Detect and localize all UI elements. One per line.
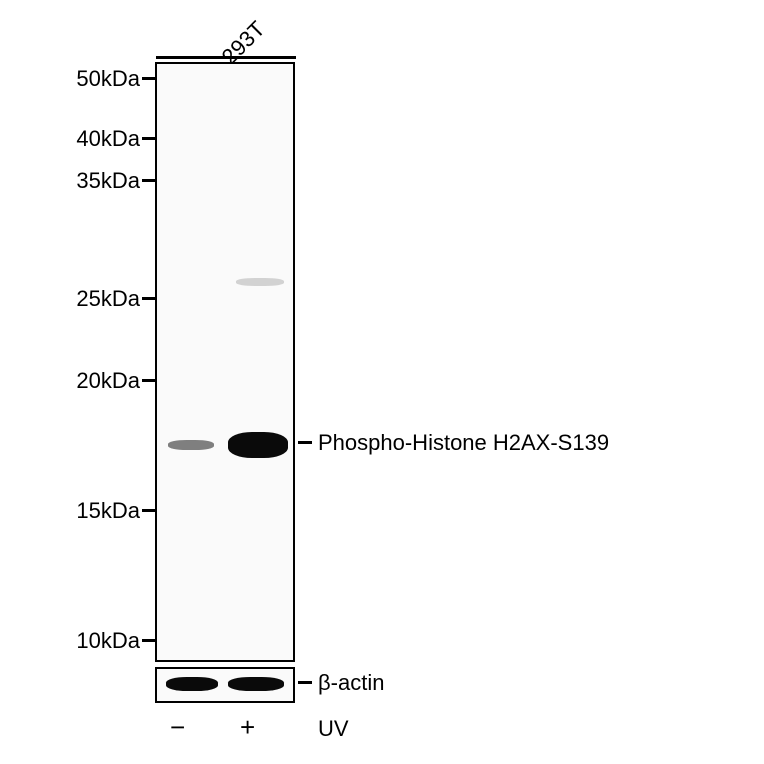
mw-label: 25kDa <box>40 286 140 312</box>
h2ax-band-tick <box>298 441 312 444</box>
western-blot-figure: 293T 50kDa40kDa35kDa25kDa20kDa15kDa10kDa… <box>0 0 764 764</box>
actin-band-label: β-actin <box>318 670 384 696</box>
mw-label: 15kDa <box>40 498 140 524</box>
mw-tick <box>142 179 156 182</box>
mw-label: 50kDa <box>40 66 140 92</box>
mw-label: 10kDa <box>40 628 140 654</box>
band-h2ax-lane2 <box>228 432 288 458</box>
blot-actin-panel <box>155 667 295 703</box>
mw-label: 35kDa <box>40 168 140 194</box>
band-actin-lane2 <box>228 677 284 691</box>
sample-bar <box>156 56 296 59</box>
band-h2ax-lane1 <box>168 440 214 450</box>
mw-label: 40kDa <box>40 126 140 152</box>
mw-tick <box>142 639 156 642</box>
blot-main-panel <box>155 62 295 662</box>
mw-tick <box>142 77 156 80</box>
treatment-uv-label: UV <box>318 716 349 742</box>
mw-tick <box>142 137 156 140</box>
mw-tick <box>142 509 156 512</box>
actin-band-tick <box>298 681 312 684</box>
mw-label: 20kDa <box>40 368 140 394</box>
h2ax-band-label: Phospho-Histone H2AX-S139 <box>318 430 609 456</box>
mw-tick <box>142 297 156 300</box>
band-faint-25kda-lane2 <box>236 278 284 286</box>
treatment-minus: − <box>170 712 185 743</box>
band-actin-lane1 <box>166 677 218 691</box>
treatment-plus: + <box>240 712 255 743</box>
mw-tick <box>142 379 156 382</box>
